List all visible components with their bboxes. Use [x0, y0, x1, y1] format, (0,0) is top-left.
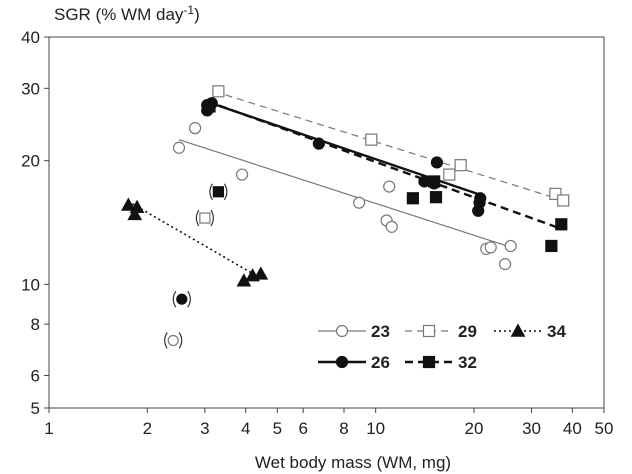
- data-point-32: [406, 192, 419, 205]
- data-point-29: [454, 159, 467, 172]
- legend-label-34: 34: [547, 322, 566, 341]
- legend-marker-32: [422, 355, 436, 369]
- close-bracket: [210, 209, 214, 227]
- data-point-32: [428, 175, 441, 188]
- open-bracket: [209, 183, 213, 201]
- y-axis-ticks: 5 6 8 10 20 30 40: [21, 28, 49, 418]
- data-point-34: [127, 206, 143, 221]
- data-point-29: [212, 85, 225, 98]
- close-bracket: [187, 290, 191, 308]
- data-point-23: [484, 241, 497, 254]
- y-tick-label: 6: [31, 366, 40, 385]
- y-axis-label: SGR (% WM day-1): [54, 3, 200, 24]
- x-tick-label: 6: [298, 419, 307, 438]
- y-tick-label: 40: [21, 28, 40, 47]
- legend-marker-26: [335, 355, 349, 369]
- close-bracket: [178, 332, 183, 349]
- x-tick-label: 30: [522, 419, 541, 438]
- x-tick-label: 3: [200, 419, 209, 438]
- x-tick-label: 4: [241, 419, 250, 438]
- data-point-23: [385, 220, 398, 233]
- open-bracket: [195, 209, 200, 227]
- legend-label-32: 32: [458, 353, 477, 372]
- bracketed-point-26: [176, 293, 188, 305]
- y-tick-label: 20: [21, 152, 40, 171]
- data-point-34: [121, 197, 136, 211]
- x-tick-label: 1: [44, 419, 53, 438]
- data-point-26: [312, 137, 325, 150]
- y-tick-label: 8: [31, 315, 40, 334]
- data-point-26: [474, 192, 487, 205]
- y-tick-label: 5: [31, 399, 40, 418]
- data-point-29: [557, 194, 570, 207]
- fit-line-29: [213, 90, 564, 202]
- y-axis-label-main: SGR (% WM day: [54, 5, 184, 24]
- data-point-34: [253, 266, 269, 280]
- x-tick-label: 10: [366, 419, 385, 438]
- data-point-23: [172, 141, 186, 154]
- x-tick-label: 20: [465, 419, 484, 438]
- legend-label-29: 29: [458, 322, 477, 341]
- data-point-29: [443, 168, 456, 181]
- fit-line-32: [206, 100, 564, 231]
- data-point-32: [545, 239, 558, 253]
- fit-line-34: [131, 203, 260, 279]
- bracketed-point-23: [167, 334, 179, 347]
- data-point-23: [188, 122, 202, 135]
- x-tick-label: 50: [595, 419, 614, 438]
- legend-label-26: 26: [371, 353, 390, 372]
- x-tick-label: 40: [563, 419, 582, 438]
- y-tick-label: 10: [21, 275, 40, 294]
- x-tick-label: 8: [339, 419, 348, 438]
- fit-lines: [131, 90, 564, 279]
- data-point-32: [555, 218, 568, 231]
- x-axis-label: Wet body mass (WM, mg): [255, 453, 451, 472]
- data-point-29: [549, 187, 562, 201]
- legend-marker-29: [422, 324, 436, 338]
- data-point-23: [235, 168, 249, 181]
- data-point-23: [383, 180, 396, 193]
- data-point-23: [504, 239, 517, 253]
- data-point-23: [353, 196, 366, 209]
- close-bracket: [223, 183, 228, 201]
- y-axis-label-end: ): [194, 5, 200, 24]
- fit-line-23: [178, 139, 512, 248]
- data-point-26: [430, 156, 444, 169]
- legend-marker-23: [335, 324, 349, 338]
- data-point-23: [498, 258, 512, 271]
- x-tick-label: 2: [143, 419, 152, 438]
- bracketed-point-29: [199, 212, 211, 224]
- plot-area: [48, 36, 605, 409]
- data-point-29: [365, 133, 378, 146]
- bracketed-point-32: [212, 186, 224, 198]
- legend-label-23: 23: [371, 322, 390, 341]
- x-axis-ticks: 1 2 3 4 5 6 8 10 20 30 40 50: [44, 408, 613, 438]
- y-tick-label: 30: [21, 79, 40, 98]
- data-point-32: [203, 100, 216, 113]
- open-bracket: [164, 332, 168, 349]
- legend-marker-34: [510, 323, 526, 337]
- open-bracket: [172, 290, 177, 308]
- legend: 23 29 34 26 32: [318, 322, 566, 372]
- x-tick-label: 5: [273, 419, 282, 438]
- y-axis-label-superscript: -1: [183, 3, 194, 17]
- data-markers: [121, 85, 570, 349]
- data-point-32: [429, 191, 443, 204]
